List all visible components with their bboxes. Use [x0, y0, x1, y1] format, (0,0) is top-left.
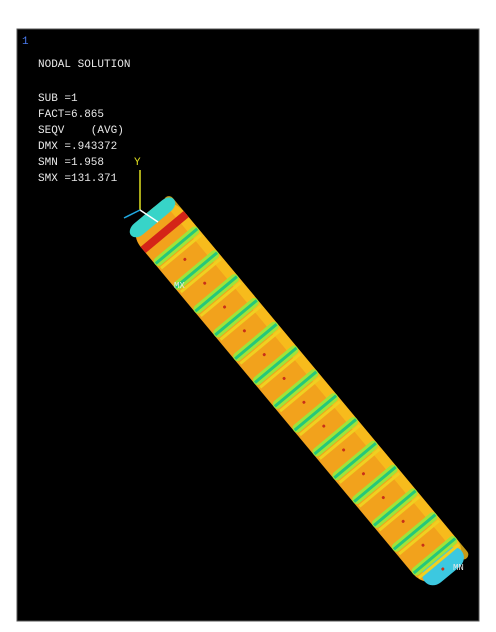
legend-line: SMX =131.371: [38, 173, 118, 185]
legend-title: NODAL SOLUTION: [38, 59, 130, 71]
axis-label: Y: [134, 157, 141, 169]
min-label: MN: [453, 563, 464, 573]
page: 1 NODAL SOLUTION SUB =1 FACT=6.865 SEQV (A…: [0, 0, 496, 632]
legend-line: SMN =1.958: [38, 157, 104, 169]
legend-line: SUB =1: [38, 93, 78, 105]
legend-line: DMX =.943372: [38, 141, 117, 153]
viewport-number: 1: [22, 36, 29, 48]
screenshot: 1 NODAL SOLUTION SUB =1 FACT=6.865 SEQV (A…: [0, 0, 496, 632]
legend-line: FACT=6.865: [38, 109, 104, 121]
max-label: MX: [174, 281, 185, 291]
legend-line: SEQV (AVG): [38, 125, 124, 137]
